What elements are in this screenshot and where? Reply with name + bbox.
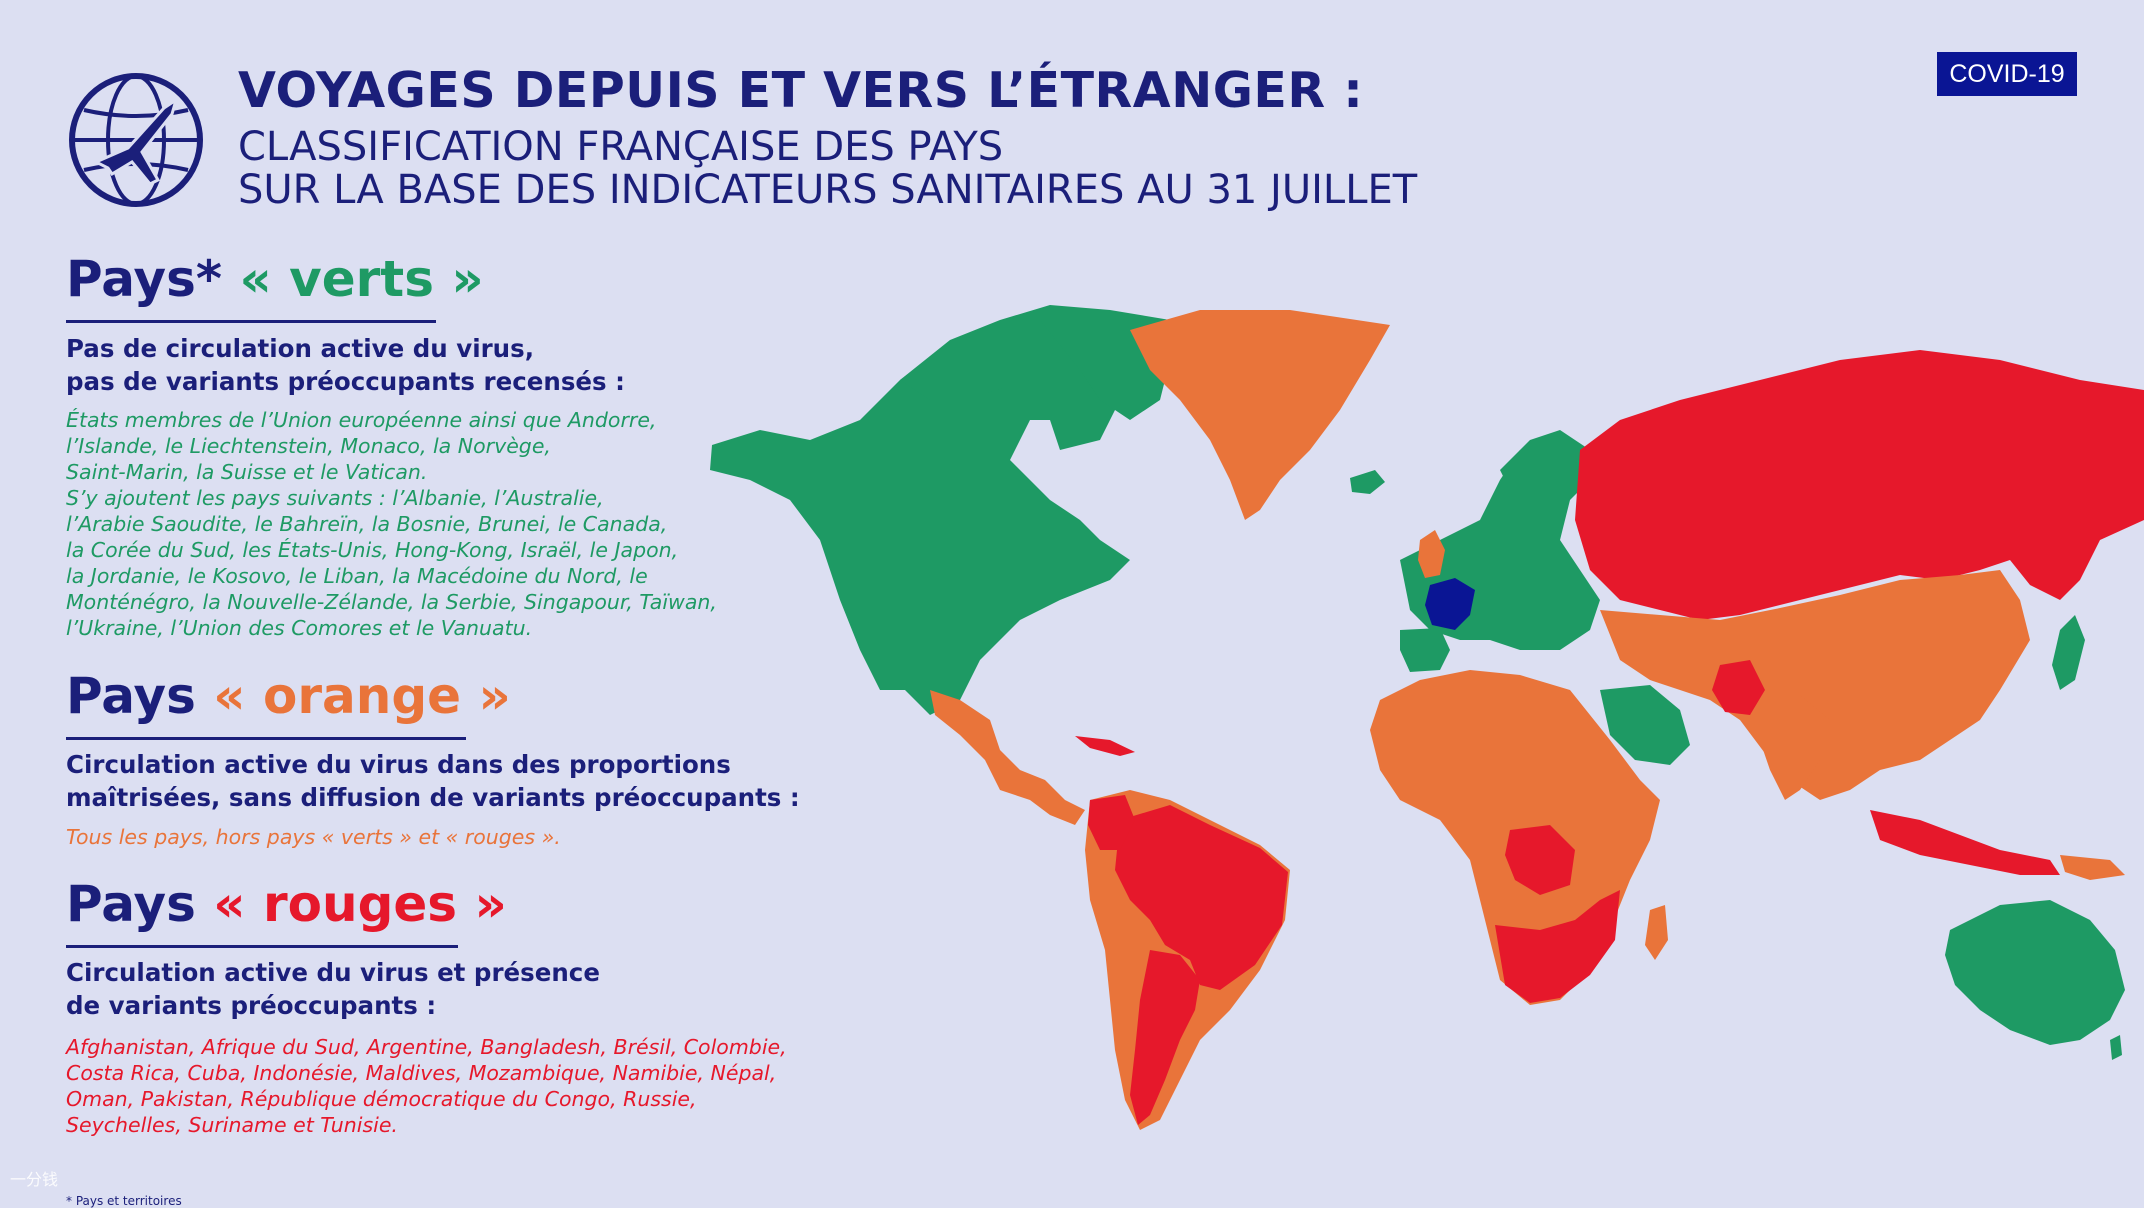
orange-section-label: « orange » <box>213 667 511 725</box>
map-iceland <box>1350 470 1385 494</box>
red-section-rule <box>66 945 458 948</box>
list-item: l’Ukraine, l’Union des Comores et le Van… <box>66 616 533 640</box>
red-section-prefix: Pays <box>66 875 196 933</box>
orange-lead-line1: Circulation active du virus dans des pro… <box>66 750 731 779</box>
map-indonesia <box>1870 810 2060 875</box>
list-item: Oman, Pakistan, République démocratique … <box>66 1087 697 1111</box>
red-section-lead: Circulation active du virus et présence … <box>66 956 600 1022</box>
list-item: l’Arabie Saoudite, le Bahreïn, la Bosnie… <box>66 512 668 536</box>
map-greenland <box>1130 310 1390 520</box>
list-item: Saint-Marin, la Suisse et le Vatican. <box>66 460 428 484</box>
map-papua <box>2060 855 2125 880</box>
list-item: Afghanistan, Afrique du Sud, Argentine, … <box>66 1035 787 1059</box>
red-lead-line1: Circulation active du virus et présence <box>66 958 600 987</box>
red-section-heading: Pays « rouges » <box>66 875 507 933</box>
page-subtitle-line2: SUR LA BASE DES INDICATEURS SANITAIRES A… <box>238 167 1418 213</box>
list-item: S’y ajoutent les pays suivants : l’Alban… <box>66 486 604 510</box>
red-section-label: « rouges » <box>213 875 507 933</box>
map-new-zealand <box>2110 1035 2122 1060</box>
red-country-list: Afghanistan, Afrique du Sud, Argentine, … <box>66 1034 787 1138</box>
list-item: Seychelles, Suriname et Tunisie. <box>66 1113 398 1137</box>
page-title: VOYAGES DEPUIS ET VERS L’ÉTRANGER : <box>238 62 1364 119</box>
map-saudi-arabia <box>1600 685 1690 765</box>
list-item: Tous les pays, hors pays « verts » et « … <box>66 825 561 849</box>
green-lead-line1: Pas de circulation active du virus, <box>66 334 535 363</box>
map-uk <box>1418 530 1445 578</box>
orange-section-rule <box>66 737 466 740</box>
watermark: 一分钱 <box>10 1170 59 1189</box>
map-japan <box>2052 615 2085 690</box>
orange-country-list: Tous les pays, hors pays « verts » et « … <box>66 824 561 850</box>
list-item: la Corée du Sud, les États-Unis, Hong-Ko… <box>66 538 679 562</box>
orange-section-prefix: Pays <box>66 667 196 725</box>
map-southern-africa <box>1495 890 1620 1003</box>
page-subtitle-line1: CLASSIFICATION FRANÇAISE DES PAYS <box>238 124 1004 170</box>
map-india <box>1758 695 1830 800</box>
list-item: Monténégro, la Nouvelle-Zélande, la Serb… <box>66 590 717 614</box>
footnote: * Pays et territoires <box>66 1194 182 1208</box>
list-item: la Jordanie, le Kosovo, le Liban, la Mac… <box>66 564 648 588</box>
green-lead-line2: pas de variants préoccupants recensés : <box>66 367 625 396</box>
green-section-heading: Pays* « verts » <box>66 250 484 308</box>
orange-section-lead: Circulation active du virus dans des pro… <box>66 748 800 814</box>
map-asia <box>1600 570 2030 800</box>
map-france <box>1425 578 1475 630</box>
map-cuba <box>1075 736 1135 756</box>
map-australia <box>1945 900 2125 1045</box>
map-argentina <box>1130 950 1200 1125</box>
green-section-rule <box>66 320 436 323</box>
green-country-list: États membres de l’Union européenne ains… <box>66 407 717 641</box>
green-section-prefix: Pays* <box>66 250 223 308</box>
map-scandinavia <box>1500 430 1590 520</box>
list-item: États membres de l’Union européenne ains… <box>66 408 657 432</box>
covid-badge: COVID-19 <box>1937 52 2077 96</box>
red-lead-line2: de variants préoccupants : <box>66 991 437 1020</box>
map-north-america <box>710 310 1150 715</box>
green-section-lead: Pas de circulation active du virus, pas … <box>66 332 625 398</box>
map-pakistan <box>1712 660 1765 715</box>
orange-lead-line2: maîtrisées, sans diffusion de variants p… <box>66 783 800 812</box>
map-iberia <box>1400 628 1450 672</box>
globe-airplane-icon <box>66 70 206 210</box>
map-colombia <box>1088 795 1135 850</box>
map-brazil <box>1115 805 1288 990</box>
orange-section-heading: Pays « orange » <box>66 667 511 725</box>
map-madagascar <box>1645 905 1668 960</box>
list-item: l’Islande, le Liechtenstein, Monaco, la … <box>66 434 551 458</box>
map-russia <box>1575 350 2144 620</box>
list-item: Costa Rica, Cuba, Indonésie, Maldives, M… <box>66 1061 777 1085</box>
map-dr-congo <box>1505 825 1575 895</box>
map-mexico-central-america <box>930 690 1085 825</box>
green-section-label: « verts » <box>239 250 484 308</box>
